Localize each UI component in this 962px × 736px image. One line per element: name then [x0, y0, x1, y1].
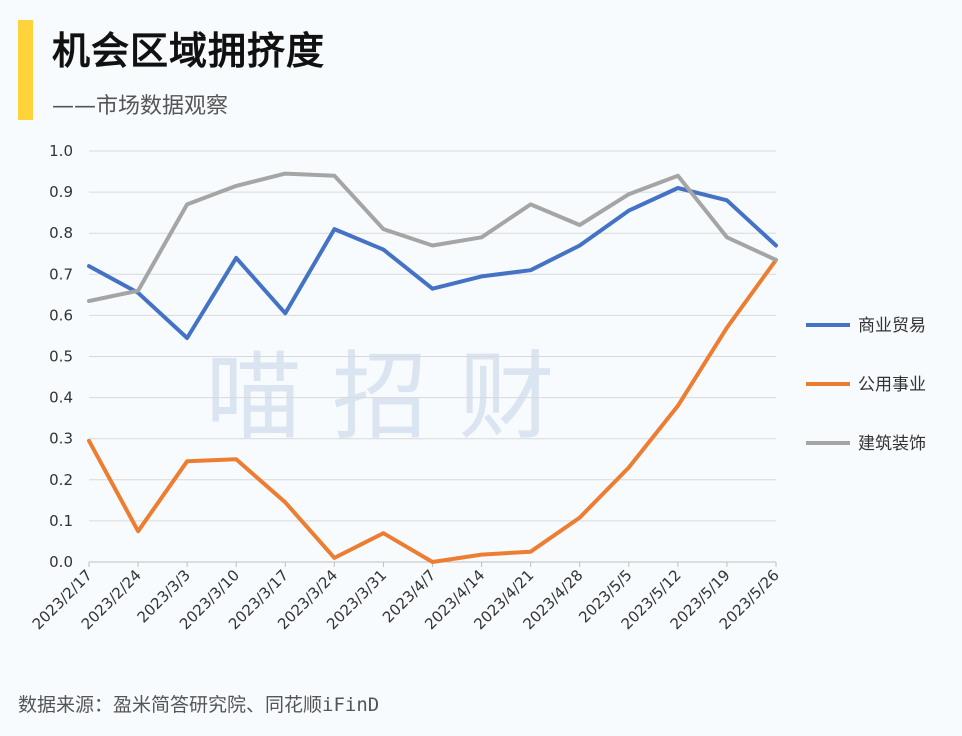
line-chart: 喵 招 财 0.00.10.20.30.40.50.60.70.80.91.0 … [29, 142, 926, 633]
series-line-1 [87, 257, 778, 564]
legend-label: 建筑装饰 [858, 434, 926, 454]
y-tick-label: 0.3 [49, 430, 73, 448]
y-tick-label: 0.2 [49, 471, 73, 489]
page-title: 机会区域拥挤度 [52, 29, 326, 73]
title-accent-bar [18, 20, 33, 120]
data-source: 数据来源：盈米简答研究院、同花顺iFinD [18, 694, 380, 716]
watermark: 喵 招 财 [205, 341, 554, 453]
y-tick-label: 0.1 [49, 512, 73, 530]
legend-label: 商业贸易 [858, 316, 926, 336]
y-tick-label: 0.7 [49, 265, 73, 283]
y-tick-label: 0.5 [49, 348, 73, 366]
y-tick-label: 0.6 [49, 306, 73, 324]
series-line-2 [87, 171, 778, 303]
legend-label: 公用事业 [858, 375, 926, 395]
y-tick-label: 0.4 [49, 389, 73, 407]
y-tick-label: 0.9 [49, 183, 73, 201]
y-tick-label: 0.8 [49, 224, 73, 242]
page-subtitle: ——市场数据观察 [52, 94, 229, 119]
series-line-0 [87, 186, 778, 340]
y-tick-label: 0.0 [49, 553, 73, 571]
y-tick-label: 1.0 [49, 142, 73, 160]
